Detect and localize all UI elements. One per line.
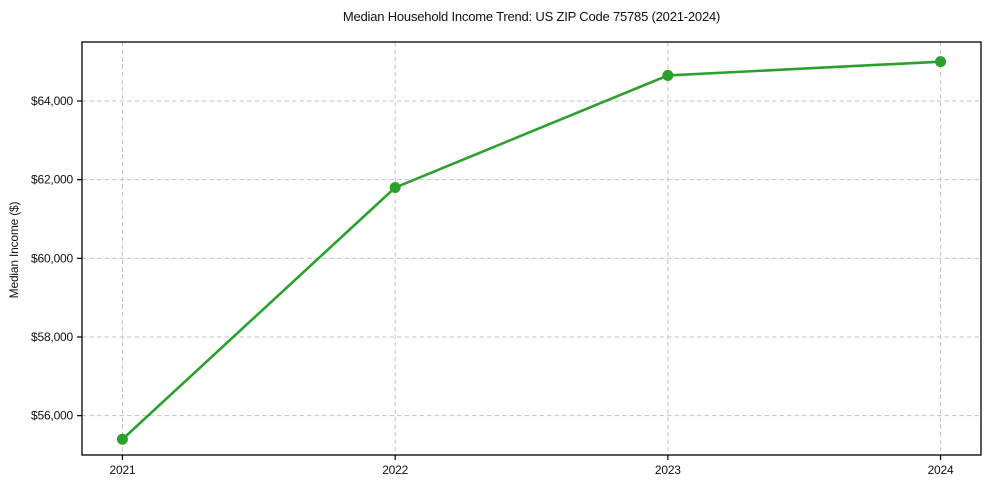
y-tick-label: $58,000 — [31, 330, 74, 344]
y-tick-label: $62,000 — [31, 173, 74, 187]
chart-title: Median Household Income Trend: US ZIP Co… — [342, 9, 721, 24]
data-point-2023 — [662, 69, 674, 81]
x-tick-label: 2022 — [382, 463, 408, 477]
data-point-2024 — [935, 56, 947, 68]
data-point-2021 — [116, 433, 128, 445]
y-axis-label: Median Income ($) — [7, 201, 21, 299]
x-tick-label: 2024 — [928, 463, 954, 477]
y-tick-label: $60,000 — [31, 251, 74, 265]
y-tick-label: $56,000 — [31, 409, 74, 423]
x-tick-label: 2023 — [655, 463, 681, 477]
plot-background — [82, 42, 981, 455]
x-tick-label: 2021 — [110, 463, 136, 477]
data-point-2022 — [389, 182, 401, 194]
y-tick-label: $64,000 — [31, 94, 74, 108]
axes-border — [81, 41, 982, 456]
income-trend-line — [121, 60, 942, 441]
